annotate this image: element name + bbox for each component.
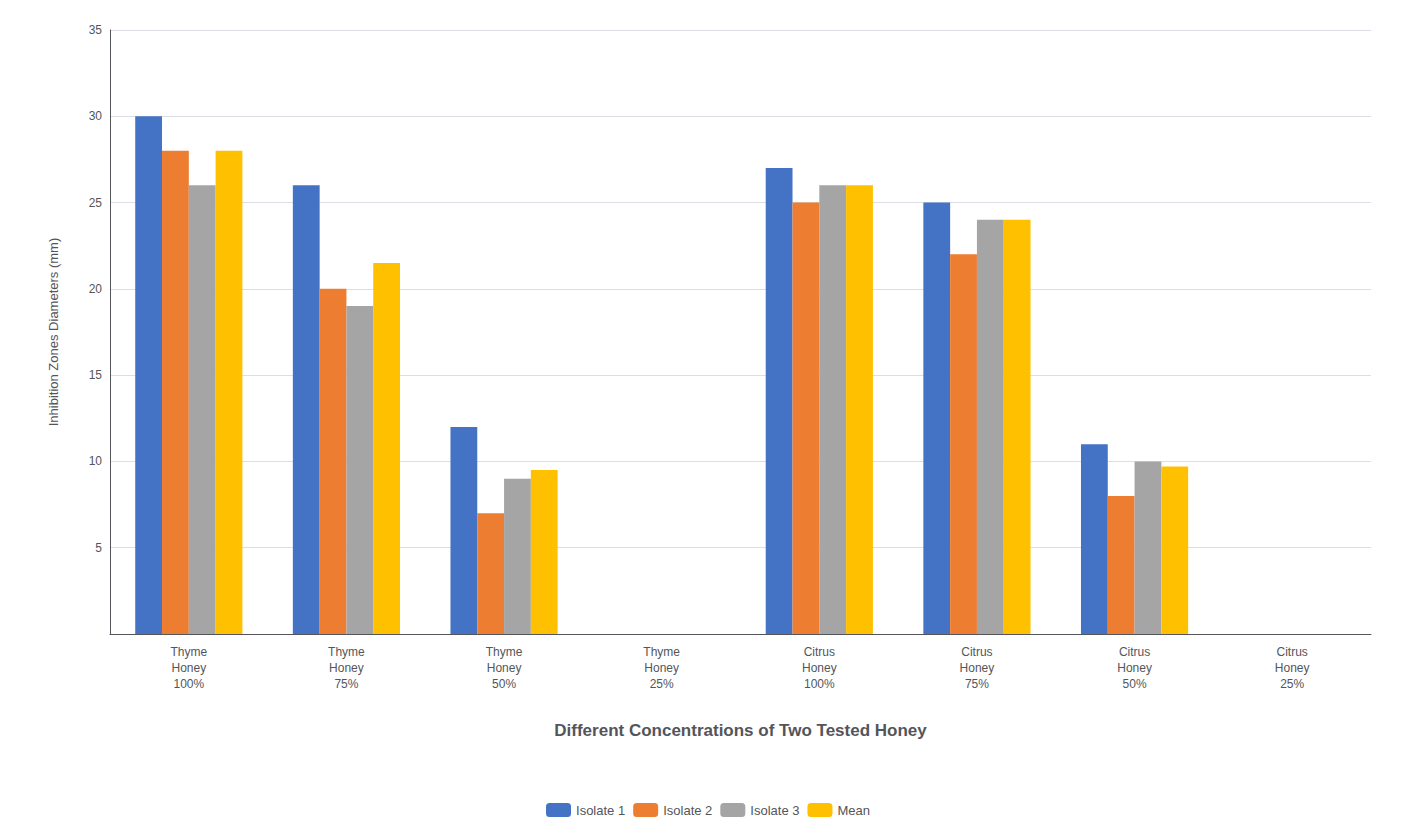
svg-text:35: 35 (89, 23, 103, 37)
svg-text:Isolate 2: Isolate 2 (663, 803, 712, 818)
svg-text:Honey: Honey (487, 661, 522, 675)
svg-text:25: 25 (89, 196, 103, 210)
svg-text:Isolate 1: Isolate 1 (576, 803, 625, 818)
svg-text:Mean: Mean (837, 803, 870, 818)
svg-text:Different Concentrations of Tw: Different Concentrations of Two Tested H… (554, 721, 927, 740)
svg-text:50%: 50% (1123, 677, 1147, 691)
svg-text:Citrus: Citrus (1277, 645, 1308, 659)
svg-text:Honey: Honey (802, 661, 837, 675)
svg-text:75%: 75% (965, 677, 989, 691)
svg-text:20: 20 (89, 282, 103, 296)
svg-text:15: 15 (89, 368, 103, 382)
svg-text:Inhibition Zones Diameters (mm: Inhibition Zones Diameters (mm) (46, 238, 61, 427)
svg-text:5: 5 (95, 541, 102, 555)
svg-text:Honey: Honey (960, 661, 995, 675)
svg-text:10: 10 (89, 454, 103, 468)
svg-text:Honey: Honey (1275, 661, 1310, 675)
svg-text:Honey: Honey (1117, 661, 1152, 675)
svg-text:Citrus: Citrus (961, 645, 992, 659)
svg-text:50%: 50% (492, 677, 516, 691)
svg-text:Thyme: Thyme (170, 645, 207, 659)
svg-text:Thyme: Thyme (643, 645, 680, 659)
svg-text:Thyme: Thyme (328, 645, 365, 659)
svg-text:Honey: Honey (171, 661, 206, 675)
svg-text:Honey: Honey (644, 661, 679, 675)
svg-text:Isolate 3: Isolate 3 (750, 803, 799, 818)
svg-text:Citrus: Citrus (804, 645, 835, 659)
svg-text:100%: 100% (173, 677, 204, 691)
svg-text:75%: 75% (334, 677, 358, 691)
svg-text:Honey: Honey (329, 661, 364, 675)
svg-text:Citrus: Citrus (1119, 645, 1150, 659)
svg-text:25%: 25% (650, 677, 674, 691)
svg-text:30: 30 (89, 109, 103, 123)
svg-text:Thyme: Thyme (486, 645, 523, 659)
svg-text:100%: 100% (804, 677, 835, 691)
svg-text:25%: 25% (1280, 677, 1304, 691)
